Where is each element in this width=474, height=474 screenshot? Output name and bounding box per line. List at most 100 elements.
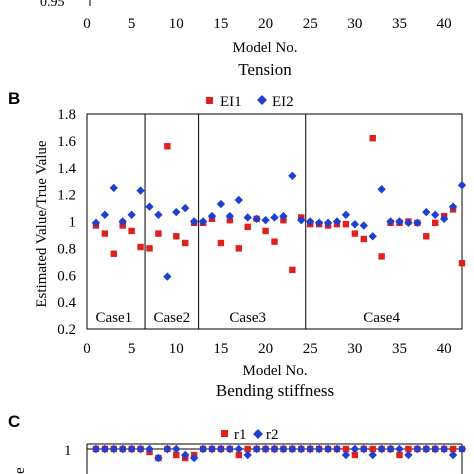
panel-c-r2-point xyxy=(109,444,118,454)
panel-b-y-tick-label: 0.6 xyxy=(57,268,76,284)
panel-b-ei2-point xyxy=(127,210,136,219)
panel-b-y-tick-label: 0.2 xyxy=(57,322,76,338)
panel-b-ei2-point xyxy=(172,207,181,217)
panel-b-ei2-point xyxy=(323,218,333,228)
panel-b-x-axis-title: Model No. xyxy=(243,363,308,379)
panel-c-r2-point xyxy=(404,450,413,460)
panel-b-x-tick-label: 25 xyxy=(303,341,318,357)
panel-c-r2-point xyxy=(377,444,386,454)
panel-c-r2-point xyxy=(395,444,404,454)
panel-b-ei2-point xyxy=(439,214,449,224)
panel-a-y-tick-label: 0.95 xyxy=(40,0,65,10)
panel-b: B 0.2 0.4 0.6 0.8 1 1.2 1.4 1.6 1.8 0 5 10 15 20 25 30… xyxy=(8,89,467,400)
panel-c-r1-point xyxy=(405,445,412,453)
panel-b-ei2-point xyxy=(279,211,288,221)
panel-b-ei2-point xyxy=(100,210,110,219)
panel-a-x-tick-labels: 0 5 10 15 20 25 30 35 40 xyxy=(83,16,451,32)
panel-b-ei2-point xyxy=(109,183,118,193)
panel-c-r2-point xyxy=(207,444,217,454)
panel-b-case-label: Case3 xyxy=(229,310,266,326)
panel-b-case-separators xyxy=(144,114,307,329)
panel-b-ei1-point xyxy=(137,243,144,251)
panel-b-ei2-point xyxy=(163,272,172,281)
panel-b-ei2-point xyxy=(207,211,217,221)
panel-b-ei1-point xyxy=(101,230,109,237)
panel-c-r1-point xyxy=(173,451,180,459)
panel-b-ei2-point xyxy=(386,217,395,226)
panel-b-ei1-point xyxy=(289,266,296,274)
panel-b-caption: Bending stiffness xyxy=(216,381,334,400)
panel-c-r1-point xyxy=(351,451,359,459)
legend-ei1-label: EI1 xyxy=(220,94,242,110)
panel-b-x-tick-labels: 0 5 10 15 20 25 30 35 40 xyxy=(83,341,451,357)
panel-c-r2-point xyxy=(359,444,368,454)
panel-b-ei2-point xyxy=(198,217,208,226)
panel-c-r2-point xyxy=(431,444,440,454)
panel-b-ei1-point xyxy=(360,235,367,243)
panel-b-ei2-point xyxy=(252,214,261,224)
panel-c-letter: C xyxy=(8,412,20,431)
panel-c-y-tick-label: 1 xyxy=(64,443,72,459)
panel-b-ei2-point xyxy=(422,207,431,217)
panel-b-ei2-point xyxy=(225,211,235,221)
panel-a-x-axis-title: Model No. xyxy=(233,40,298,56)
panel-c-r1-point xyxy=(449,445,457,453)
panel-c-r2-point xyxy=(323,444,333,454)
panel-b-y-axis-title: Estimated Value/True Value xyxy=(34,140,50,308)
panel-b-ei1-point xyxy=(217,239,225,247)
panel-c-r2-point xyxy=(270,444,279,454)
panel-b-ei2-point xyxy=(145,202,154,211)
panel-c-r1-point xyxy=(235,451,242,459)
panel-b-x-tick-label: 10 xyxy=(169,341,184,357)
panel-b-x-tick-label: 40 xyxy=(437,341,452,357)
panel-b-ei2-point xyxy=(350,219,360,229)
panel-c-r2-point xyxy=(297,444,306,454)
panel-b-y-tick-label: 0.8 xyxy=(57,241,76,257)
panel-b-y-tick-label: 1.4 xyxy=(57,161,76,177)
panel-c-r1-point xyxy=(342,445,350,453)
panel-a-x-tick-label: 5 xyxy=(128,16,136,32)
panel-b-ei2-point xyxy=(243,213,252,222)
panel-b-y-tick-label: 1.6 xyxy=(57,134,76,150)
panel-b-ei2-point xyxy=(306,217,315,226)
panel-c-r2-point xyxy=(341,450,351,460)
panel-b-ei1-point xyxy=(146,245,153,252)
panel-a-x-tick-label: 20 xyxy=(258,16,273,32)
panel-b-ei2-point xyxy=(136,186,145,195)
legend-r1-marker xyxy=(221,430,228,437)
panel-a: 0.95 0 5 10 15 20 25 30 35 40 Model No. Tension xyxy=(40,0,452,79)
panel-b-ei1-point xyxy=(432,219,439,227)
panel-b-ei1-point xyxy=(128,227,135,235)
panel-c-r2-point xyxy=(154,453,163,463)
panel-b-plot-frame xyxy=(86,113,463,330)
panel-b-ei2-point xyxy=(377,185,386,194)
panel-c-r2-point xyxy=(332,444,342,454)
panel-b-letter: B xyxy=(8,89,20,108)
panel-b-y-tick-label: 1 xyxy=(69,215,77,231)
panel-c-r2-point xyxy=(234,444,243,454)
panel-c: C 1 e r1 r2 xyxy=(8,412,467,474)
panel-b-ei2-point xyxy=(457,181,467,190)
panel-c-r2-point xyxy=(413,444,422,454)
panel-b-x-tick-label: 0 xyxy=(83,341,91,357)
panel-c-r2-point xyxy=(181,450,190,460)
legend-r2-marker xyxy=(253,429,263,439)
panel-b-y-tick-label: 1.8 xyxy=(57,107,76,123)
panel-b-ei1-point xyxy=(262,227,269,235)
panel-b-ei1-point xyxy=(182,239,189,247)
panel-c-r2-point xyxy=(279,444,288,454)
panel-c-data-points xyxy=(91,444,467,463)
panel-b-case-label: Case2 xyxy=(153,310,190,326)
panel-b-ei2-point xyxy=(368,232,377,241)
panel-b-ei1-point xyxy=(155,230,162,237)
panel-c-r2-point xyxy=(243,450,252,460)
panel-a-x-tick-label: 30 xyxy=(347,16,362,32)
panel-b-legend: EI1 EI2 xyxy=(206,94,294,110)
panel-a-x-tick-label: 15 xyxy=(213,16,228,32)
panel-c-r2-point xyxy=(350,444,360,454)
panel-b-ei2-point xyxy=(404,218,413,228)
panel-c-r2-point xyxy=(216,444,226,454)
panel-b-ei1-point xyxy=(173,233,180,240)
panel-b-ei1-point xyxy=(110,250,117,257)
